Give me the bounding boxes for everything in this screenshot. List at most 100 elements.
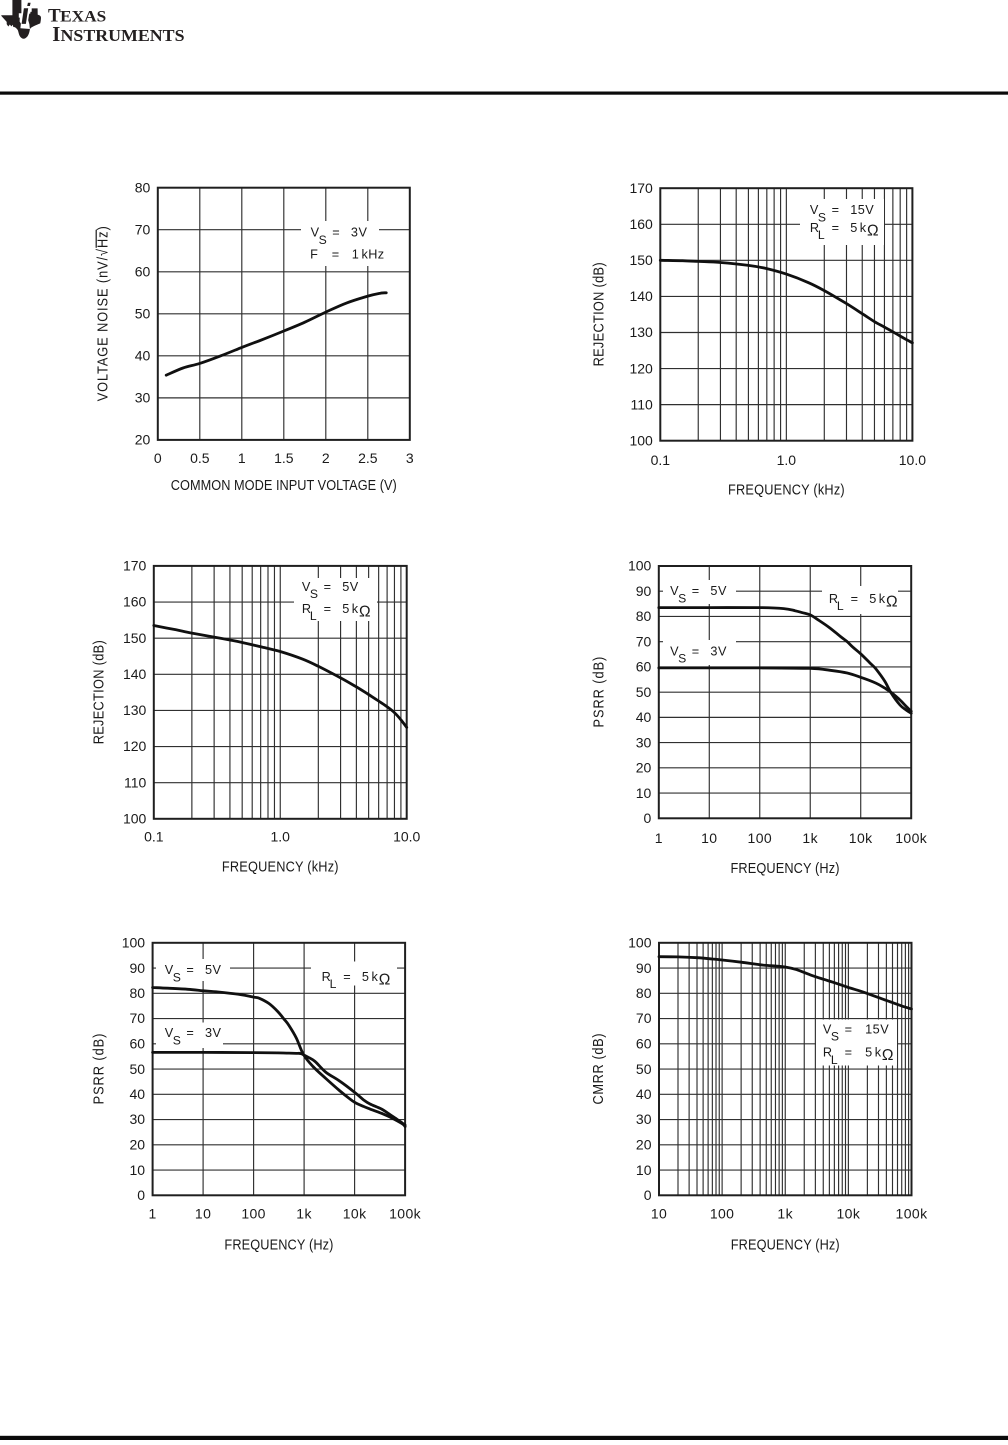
svg-text:V: V <box>165 963 174 977</box>
svg-text:1.0: 1.0 <box>777 452 797 468</box>
svg-text:0: 0 <box>137 1187 145 1203</box>
svg-text:140: 140 <box>123 666 147 682</box>
svg-text:V: V <box>670 644 679 658</box>
svg-text:F: F <box>310 247 318 261</box>
svg-text:40: 40 <box>130 1086 146 1102</box>
svg-text:50: 50 <box>636 684 652 700</box>
svg-text:FREQUENCY (Hz): FREQUENCY (Hz) <box>224 1235 333 1252</box>
svg-text:Ω: Ω <box>379 971 391 988</box>
svg-text:S: S <box>818 210 826 224</box>
svg-text:CMRR (dB): CMRR (dB) <box>589 1034 606 1105</box>
svg-text:100k: 100k <box>896 1206 929 1222</box>
svg-text:170: 170 <box>629 180 653 196</box>
svg-text:130: 130 <box>123 702 147 718</box>
svg-text:10.0: 10.0 <box>899 452 926 468</box>
svg-text:=: = <box>832 221 839 235</box>
svg-text:=: = <box>343 970 350 984</box>
svg-text:=: = <box>324 602 331 616</box>
svg-text:Ω: Ω <box>359 603 371 620</box>
svg-text:REJECTION (dB): REJECTION (dB) <box>89 640 106 744</box>
svg-text:50: 50 <box>636 1061 652 1077</box>
svg-text:120: 120 <box>123 738 147 754</box>
svg-text:L: L <box>837 599 844 613</box>
svg-text:EXAS: EXAS <box>60 8 106 26</box>
svg-text:150: 150 <box>629 252 653 268</box>
svg-text:R: R <box>829 592 838 606</box>
svg-text:160: 160 <box>123 594 147 610</box>
svg-text:S: S <box>831 1030 839 1044</box>
svg-text:10: 10 <box>195 1206 211 1222</box>
svg-text:=: = <box>186 963 193 977</box>
svg-text:S: S <box>678 652 686 666</box>
svg-text:40: 40 <box>135 348 151 364</box>
svg-text:5: 5 <box>362 970 369 984</box>
svg-text:40: 40 <box>636 1086 652 1102</box>
svg-text:5: 5 <box>865 1046 872 1060</box>
svg-text:S: S <box>310 587 318 601</box>
svg-text:20: 20 <box>636 760 652 776</box>
svg-text:50: 50 <box>135 306 151 322</box>
svg-text:5V: 5V <box>342 580 359 594</box>
svg-text:100: 100 <box>123 811 147 827</box>
svg-text:130: 130 <box>629 324 653 340</box>
svg-text:3V: 3V <box>205 1026 222 1040</box>
svg-text:FREQUENCY (Hz): FREQUENCY (Hz) <box>731 1235 840 1252</box>
svg-text:100: 100 <box>629 432 653 448</box>
svg-text:L: L <box>818 228 825 242</box>
svg-text:5V: 5V <box>205 963 222 977</box>
svg-text:100: 100 <box>628 935 652 951</box>
svg-text:Ω: Ω <box>882 1047 894 1064</box>
svg-text:S: S <box>173 970 181 984</box>
svg-text:R: R <box>322 970 331 984</box>
svg-text:3V: 3V <box>710 644 727 658</box>
svg-text:5: 5 <box>869 592 876 606</box>
svg-text:100: 100 <box>710 1206 735 1222</box>
svg-text:V: V <box>311 226 320 240</box>
svg-text:5: 5 <box>850 221 857 235</box>
svg-text:=: = <box>845 1022 852 1036</box>
svg-text:140: 140 <box>629 288 653 304</box>
svg-text:100: 100 <box>748 830 773 846</box>
svg-text:5V: 5V <box>710 584 727 598</box>
svg-text:10: 10 <box>636 785 652 801</box>
svg-text:0: 0 <box>644 810 652 826</box>
svg-text:50: 50 <box>130 1061 146 1077</box>
svg-text:k: k <box>372 970 379 984</box>
svg-text:70: 70 <box>130 1010 146 1026</box>
svg-text:15V: 15V <box>865 1022 889 1036</box>
svg-text:30: 30 <box>636 734 652 750</box>
svg-text:FREQUENCY (Hz): FREQUENCY (Hz) <box>731 859 840 876</box>
svg-text:170: 170 <box>123 558 147 574</box>
svg-text:NSTRUMENTS: NSTRUMENTS <box>61 26 185 45</box>
svg-text:1: 1 <box>352 247 359 261</box>
svg-text:100: 100 <box>628 558 652 574</box>
svg-text:10.0: 10.0 <box>393 828 420 844</box>
svg-text:=: = <box>324 580 331 594</box>
svg-text:20: 20 <box>130 1137 146 1153</box>
svg-text:1.5: 1.5 <box>274 450 294 466</box>
svg-text:110: 110 <box>630 396 653 412</box>
svg-text:1: 1 <box>655 830 663 846</box>
svg-text:10: 10 <box>636 1162 652 1178</box>
svg-text:V: V <box>810 203 819 217</box>
svg-text:=: = <box>832 203 839 217</box>
svg-text:=: = <box>845 1046 852 1060</box>
svg-text:60: 60 <box>636 1036 652 1052</box>
svg-text:FREQUENCY (kHz): FREQUENCY (kHz) <box>222 857 339 874</box>
svg-text:5: 5 <box>342 602 349 616</box>
svg-text:20: 20 <box>135 432 151 448</box>
svg-text:30: 30 <box>135 390 151 406</box>
svg-text:80: 80 <box>130 985 146 1001</box>
svg-text:S: S <box>319 233 327 247</box>
svg-text:90: 90 <box>636 960 652 976</box>
svg-text:I: I <box>52 24 60 46</box>
svg-text:0.5: 0.5 <box>190 450 210 466</box>
svg-text:k: k <box>879 592 886 606</box>
svg-text:=: = <box>692 584 699 598</box>
svg-text:k: k <box>860 221 867 235</box>
svg-text:20: 20 <box>636 1137 652 1153</box>
svg-text:V: V <box>302 580 311 594</box>
svg-text:2: 2 <box>322 450 330 466</box>
svg-text:70: 70 <box>636 633 652 649</box>
svg-text:1.0: 1.0 <box>270 828 290 844</box>
